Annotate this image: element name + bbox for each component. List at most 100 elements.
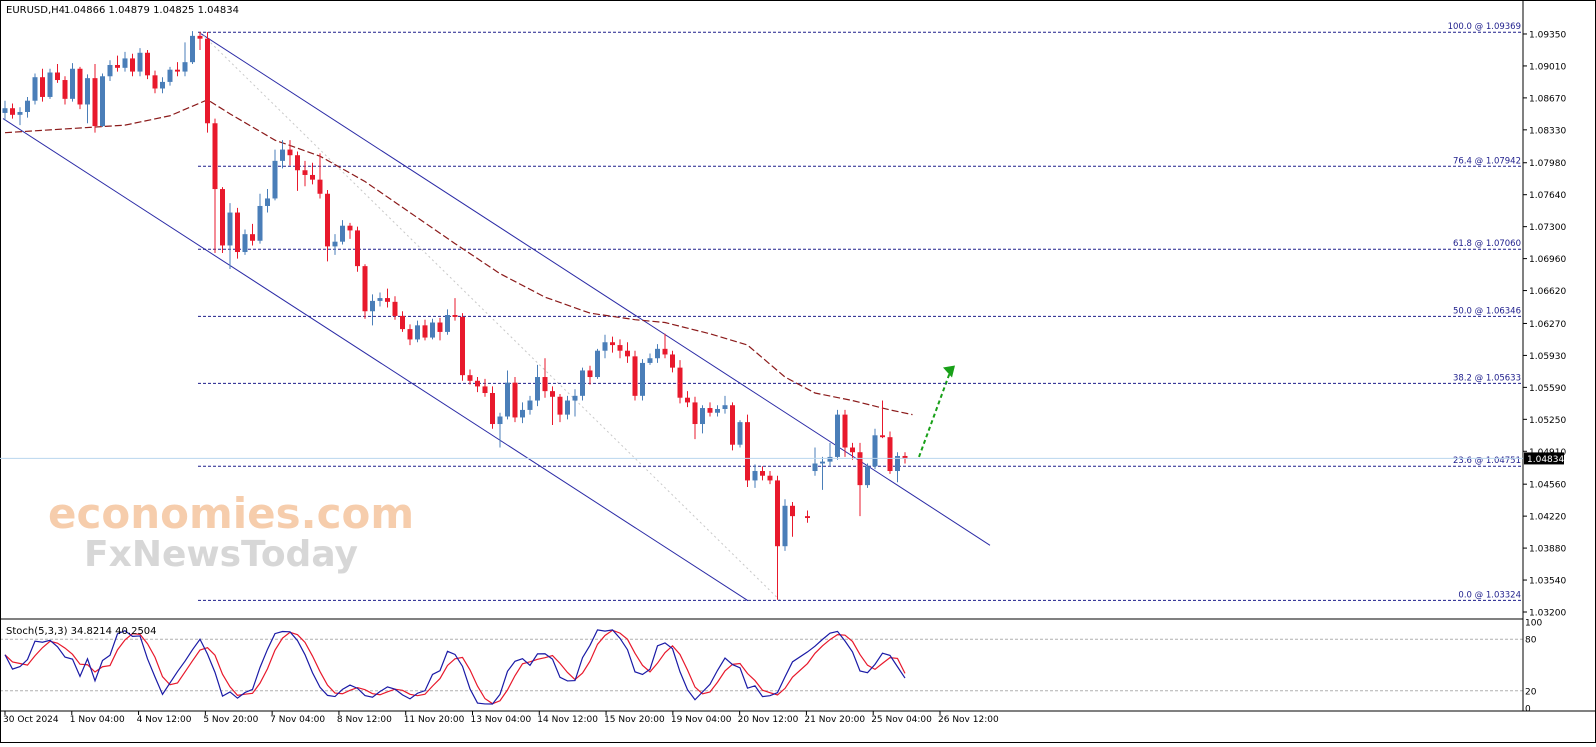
time-tick-label: 8 Nov 12:00 <box>337 715 392 725</box>
candle-body <box>452 315 458 317</box>
candle-body <box>497 416 503 425</box>
time-tick-label: 4 Nov 12:00 <box>137 715 192 725</box>
candle-body <box>647 358 653 363</box>
candle-body <box>347 225 353 231</box>
candle-body <box>325 193 330 247</box>
labels: EURUSD,H4 1.04866 1.04879 1.04825 1.0483… <box>6 5 414 637</box>
candle-body <box>475 380 480 387</box>
candle-body <box>767 475 773 481</box>
candle-body <box>100 76 105 127</box>
watermark-line2: FxNewsToday <box>84 534 358 575</box>
moving-average <box>4 99 913 416</box>
candle-body <box>362 266 368 312</box>
fib-level-label: 23.6 @ 1.04751 <box>1453 456 1521 466</box>
candle-body <box>25 100 30 112</box>
current-price-value: 1.04834 <box>1527 455 1564 465</box>
stoch-level-label: 0 <box>1525 705 1531 715</box>
candle-body <box>482 386 488 394</box>
candle-body <box>580 370 585 396</box>
candle-body <box>535 377 540 401</box>
candle-body <box>520 409 525 418</box>
candle-body <box>587 370 593 378</box>
candle-body <box>617 345 623 351</box>
fib-level-label: 76.4 @ 1.07942 <box>1453 156 1521 166</box>
candle-body <box>880 435 885 438</box>
price-tick-label: 1.04220 <box>1529 513 1566 523</box>
stoch-label: Stoch(5,3,3) 34.8214 40.2504 <box>6 626 157 637</box>
price-tick-label: 1.06270 <box>1529 320 1566 330</box>
candle-body <box>92 78 98 127</box>
candle-body <box>317 179 323 194</box>
price-tick-label: 1.03200 <box>1529 609 1566 619</box>
candle-body <box>32 77 38 101</box>
candle-body <box>280 149 285 161</box>
candle-body <box>2 108 8 113</box>
time-tick-label: 30 Oct 2024 <box>3 715 59 725</box>
candle-body <box>167 69 173 82</box>
candle-body <box>235 212 240 253</box>
candle-body <box>820 461 825 464</box>
candle-body <box>670 354 675 368</box>
candle-body <box>610 342 615 346</box>
candle-body <box>737 422 743 445</box>
fib-level-label: 100.0 @ 1.09369 <box>1448 22 1521 32</box>
price-tick-label: 1.04560 <box>1529 481 1566 491</box>
price-tick-label: 1.09350 <box>1529 30 1566 40</box>
candle-body <box>197 35 203 39</box>
candle-body <box>902 455 908 459</box>
candle-body <box>152 75 158 89</box>
candle-body <box>460 316 465 376</box>
candle-body <box>332 241 338 247</box>
time-tick-label: 20 Nov 12:00 <box>738 715 799 725</box>
candle-body <box>872 435 878 467</box>
candle-body <box>542 377 548 392</box>
candle-body <box>857 452 863 486</box>
candle-body <box>430 322 435 338</box>
candle-body <box>340 225 345 242</box>
candle-body <box>10 108 15 115</box>
stoch-level-label: 20 <box>1525 687 1537 697</box>
stoch-main-line <box>4 629 906 705</box>
candle-body <box>685 397 690 403</box>
candle-body <box>145 52 150 76</box>
candle-body <box>782 505 788 547</box>
price-tick-label: 1.03880 <box>1529 545 1566 555</box>
fib-level-label: 50.0 @ 1.06346 <box>1453 306 1521 316</box>
time-tick-label: 25 Nov 04:00 <box>871 715 932 725</box>
time-tick-label: 11 Nov 20:00 <box>404 715 465 725</box>
symbol-label: EURUSD,H4 <box>6 5 65 16</box>
candle-body <box>85 78 90 105</box>
candle-body <box>272 160 278 199</box>
candle-body <box>70 68 75 99</box>
candle-body <box>400 315 405 330</box>
time-tick-label: 1 Nov 04:00 <box>70 715 125 725</box>
ohlc-label: 1.04866 1.04879 1.04825 1.04834 <box>64 5 239 16</box>
candle-body <box>107 64 113 77</box>
candle-body <box>77 68 83 105</box>
candle-body <box>407 329 413 340</box>
candle-body <box>220 189 225 246</box>
price-tick-label: 1.09010 <box>1529 62 1566 72</box>
candle-body <box>385 298 390 302</box>
candle-body <box>895 455 900 472</box>
candle-body <box>310 174 315 180</box>
price-tick-label: 1.05250 <box>1529 416 1566 426</box>
candle-body <box>790 505 795 517</box>
fibonacci-retracement[interactable]: 100.0 @ 1.09369 76.4 @ 1.07942 61.8 @ 1.07… <box>198 22 1523 601</box>
bullish-projection-arrow <box>918 369 952 458</box>
candle-body <box>40 77 45 97</box>
candle-body <box>55 72 60 81</box>
price-tick-label: 1.06620 <box>1529 287 1566 297</box>
candle-body <box>692 402 698 425</box>
candle-body <box>865 466 870 486</box>
ma-line <box>4 99 913 416</box>
candle-body <box>602 342 608 351</box>
candle-body <box>467 375 473 381</box>
time-tick-label: 5 Nov 20:00 <box>203 715 258 725</box>
price-tick-label: 1.05930 <box>1529 352 1566 362</box>
candle-body <box>115 64 120 68</box>
candle-body <box>257 205 263 241</box>
candle-body <box>212 123 218 190</box>
